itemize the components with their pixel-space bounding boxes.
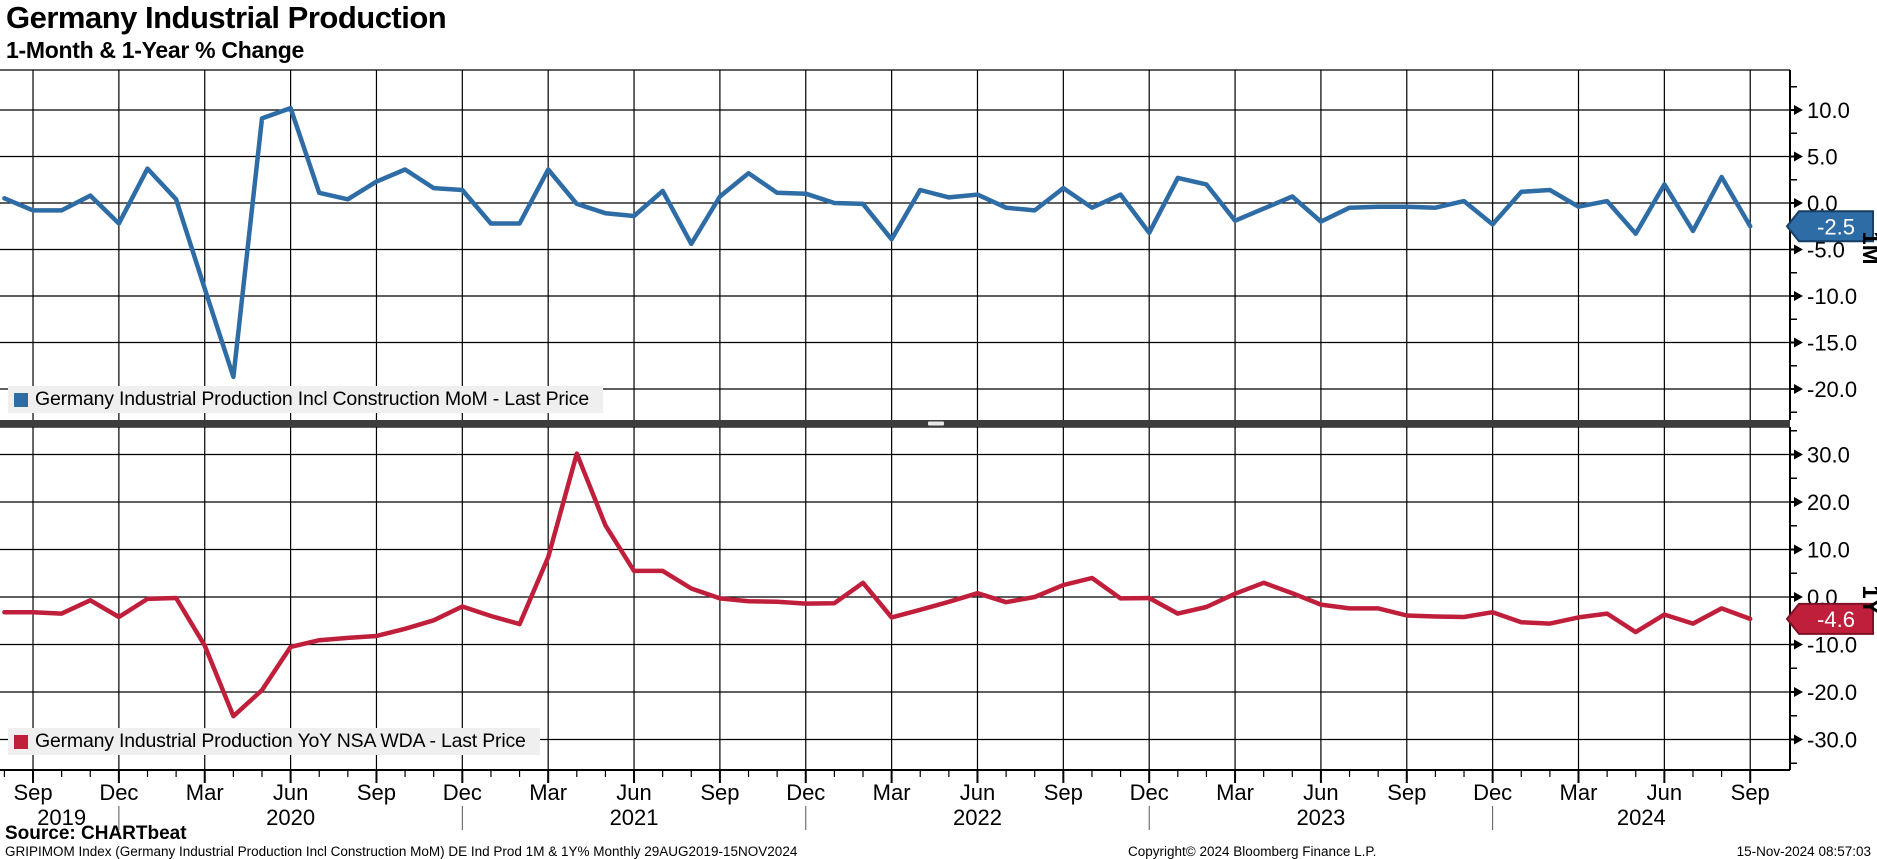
y-tick-label: -15.0 xyxy=(1807,331,1857,356)
year-label: 2022 xyxy=(953,805,1002,830)
series-line-1m[interactable] xyxy=(2,105,1753,380)
y-tick-arrow-icon xyxy=(1794,639,1803,650)
y-tick-label: 10.0 xyxy=(1807,538,1850,563)
x-tick-label: Sep xyxy=(357,780,396,805)
year-label: 2024 xyxy=(1617,805,1666,830)
y-tick-label: -10.0 xyxy=(1807,633,1857,658)
x-tick-label: Dec xyxy=(99,780,138,805)
x-tick-label: Sep xyxy=(1044,780,1083,805)
y-tick-label: -30.0 xyxy=(1807,728,1857,753)
panel-1y: 30.020.010.00.0-10.0-20.0-30.0-4.61Y xyxy=(0,426,1877,770)
last-value-badge-1m[interactable] xyxy=(1785,210,1874,243)
y-tick-label: -10.0 xyxy=(1807,284,1857,309)
y-tick-arrow-icon xyxy=(1794,291,1803,301)
y-tick-arrow-icon xyxy=(1794,449,1803,460)
y-tick-arrow-icon xyxy=(1794,105,1803,115)
last-value-label: -2.5 xyxy=(1817,214,1855,239)
footer-copyright: Copyright© 2024 Bloomberg Finance L.P. xyxy=(1128,844,1377,859)
x-tick-label: Jun xyxy=(273,780,308,805)
x-tick-label: Jun xyxy=(960,780,995,805)
year-label: 2019 xyxy=(37,805,86,830)
last-value-label: -4.6 xyxy=(1817,607,1855,632)
year-label: 2021 xyxy=(610,805,659,830)
x-tick-label: Mar xyxy=(1216,780,1254,805)
y-tick-label: 30.0 xyxy=(1807,443,1850,468)
year-label: 2023 xyxy=(1296,805,1345,830)
x-tick-label: Sep xyxy=(1731,780,1770,805)
x-tick-label: Dec xyxy=(443,780,482,805)
x-tick-label: Dec xyxy=(786,780,825,805)
y-tick-arrow-icon xyxy=(1794,384,1803,394)
x-tick-label: Sep xyxy=(700,780,739,805)
page-subtitle: 1-Month & 1-Year % Change xyxy=(6,37,304,63)
x-tick-label: Mar xyxy=(529,780,567,805)
series-line-1y[interactable] xyxy=(2,451,1753,719)
axis-unit-label-1y: 1Y xyxy=(1857,585,1877,614)
y-tick-arrow-icon xyxy=(1794,734,1803,745)
legend-yoy[interactable]: Germany Industrial Production YoY NSA WD… xyxy=(8,728,540,755)
y-tick-label: 20.0 xyxy=(1807,490,1850,515)
legend-yoy-swatch-icon xyxy=(14,734,28,749)
legend-mom-swatch-icon xyxy=(14,392,28,407)
panel-divider-handle[interactable] xyxy=(928,421,944,426)
x-tick-label: Mar xyxy=(1560,780,1598,805)
panel-divider xyxy=(0,420,1790,427)
x-tick-label: Jun xyxy=(616,780,651,805)
y-tick-arrow-icon xyxy=(1794,337,1803,348)
x-tick-label: Mar xyxy=(186,780,224,805)
y-tick-label: 5.0 xyxy=(1807,145,1838,170)
x-tick-label: Dec xyxy=(1130,780,1169,805)
axis-unit-label-1m: 1M xyxy=(1857,231,1877,264)
x-tick-label: Sep xyxy=(1387,780,1426,805)
legend-yoy-label: Germany Industrial Production YoY NSA WD… xyxy=(35,730,526,752)
x-tick-label: Mar xyxy=(873,780,911,805)
panel-1m: 10.05.00.0-5.0-10.0-15.0-20.0-2.51M xyxy=(0,69,1877,420)
legend-mom-label: Germany Industrial Production Incl Const… xyxy=(35,388,590,410)
legend-mom[interactable]: Germany Industrial Production Incl Const… xyxy=(8,386,604,413)
x-tick-label: Jun xyxy=(1303,780,1338,805)
source-line: Source: CHARTbeat xyxy=(5,823,187,844)
x-tick-label: Sep xyxy=(13,780,52,805)
footer-ticker-info: GRIPIMOM Index (Germany Industrial Produ… xyxy=(5,844,798,859)
year-label: 2020 xyxy=(266,805,315,830)
y-tick-arrow-icon xyxy=(1794,592,1803,602)
page-title: Germany Industrial Production xyxy=(6,0,447,35)
y-tick-arrow-icon xyxy=(1794,198,1803,208)
last-value-badge-1y[interactable] xyxy=(1785,602,1874,635)
y-tick-arrow-icon xyxy=(1794,151,1803,162)
y-tick-arrow-icon xyxy=(1794,544,1803,555)
y-tick-arrow-icon xyxy=(1794,244,1803,255)
y-tick-label: 10.0 xyxy=(1807,98,1850,123)
x-tick-label: Jun xyxy=(1647,780,1682,805)
y-tick-arrow-icon xyxy=(1794,497,1803,507)
y-tick-label: -20.0 xyxy=(1807,680,1857,705)
x-tick-label: Dec xyxy=(1473,780,1512,805)
footer-timestamp: 15-Nov-2024 08:57:03 xyxy=(1736,844,1871,859)
y-tick-arrow-icon xyxy=(1794,687,1803,697)
y-tick-label: -20.0 xyxy=(1807,377,1857,402)
